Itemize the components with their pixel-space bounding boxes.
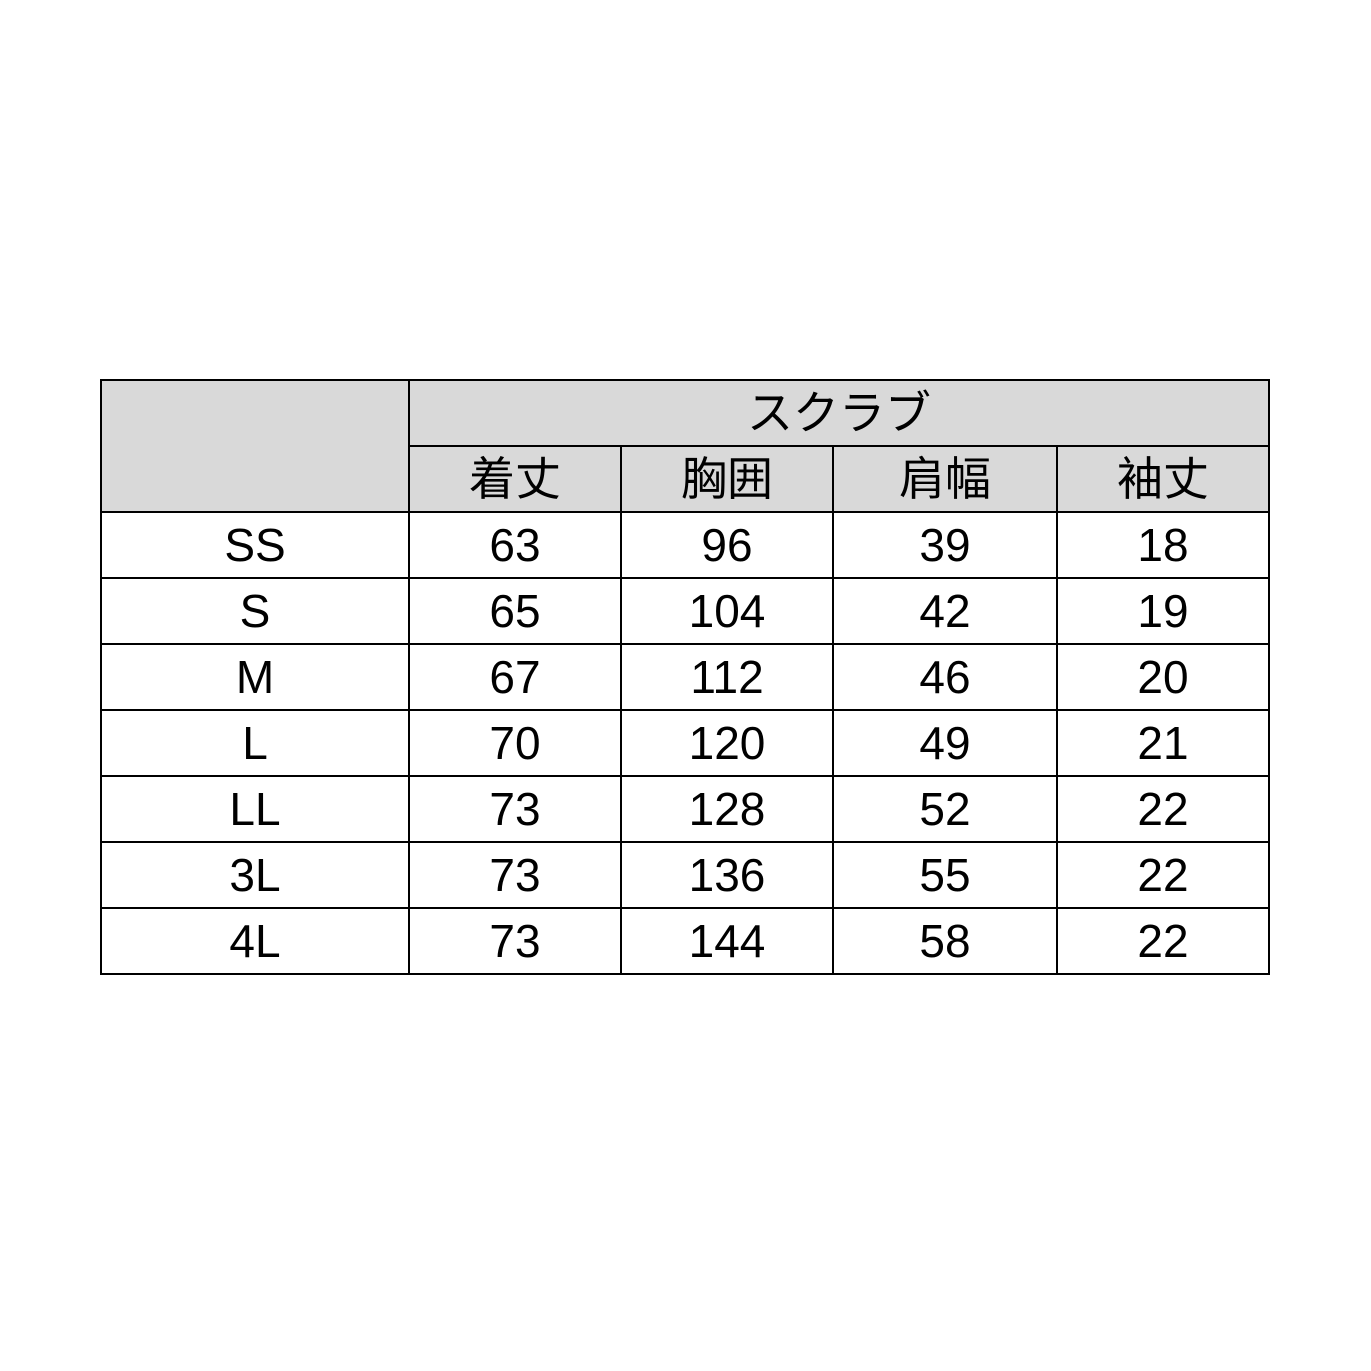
value-cell: 52 bbox=[832, 775, 1058, 843]
corner-cell bbox=[100, 379, 410, 513]
column-header: 着丈 bbox=[408, 445, 622, 513]
value-cell: 39 bbox=[832, 511, 1058, 579]
value-cell: 73 bbox=[408, 775, 622, 843]
column-header: 袖丈 bbox=[1056, 445, 1270, 513]
value-cell: 120 bbox=[620, 709, 834, 777]
size-cell: 3L bbox=[100, 841, 410, 909]
table-row: SS 63 96 39 18 bbox=[100, 511, 1270, 579]
value-cell: 73 bbox=[408, 841, 622, 909]
value-cell: 21 bbox=[1056, 709, 1270, 777]
value-cell: 58 bbox=[832, 907, 1058, 975]
column-header: 胸囲 bbox=[620, 445, 834, 513]
value-cell: 55 bbox=[832, 841, 1058, 909]
table-row: 4L 73 144 58 22 bbox=[100, 907, 1270, 975]
group-header: スクラブ bbox=[408, 379, 1270, 447]
table-row: M 67 112 46 20 bbox=[100, 643, 1270, 711]
value-cell: 22 bbox=[1056, 841, 1270, 909]
size-cell: 4L bbox=[100, 907, 410, 975]
header-row-group: スクラブ bbox=[100, 379, 1270, 513]
value-cell: 96 bbox=[620, 511, 834, 579]
size-chart-table: スクラブ 着丈 胸囲 肩幅 袖丈 SS 63 96 39 18 S 65 104 42 19 M 67… bbox=[100, 379, 1270, 975]
table-row: L 70 120 49 21 bbox=[100, 709, 1270, 777]
size-cell: L bbox=[100, 709, 410, 777]
value-cell: 46 bbox=[832, 643, 1058, 711]
value-cell: 136 bbox=[620, 841, 834, 909]
value-cell: 73 bbox=[408, 907, 622, 975]
value-cell: 128 bbox=[620, 775, 834, 843]
value-cell: 49 bbox=[832, 709, 1058, 777]
value-cell: 67 bbox=[408, 643, 622, 711]
value-cell: 63 bbox=[408, 511, 622, 579]
value-cell: 104 bbox=[620, 577, 834, 645]
table-row: LL 73 128 52 22 bbox=[100, 775, 1270, 843]
size-cell: M bbox=[100, 643, 410, 711]
value-cell: 19 bbox=[1056, 577, 1270, 645]
size-cell: SS bbox=[100, 511, 410, 579]
value-cell: 22 bbox=[1056, 907, 1270, 975]
value-cell: 70 bbox=[408, 709, 622, 777]
value-cell: 22 bbox=[1056, 775, 1270, 843]
value-cell: 65 bbox=[408, 577, 622, 645]
column-header: 肩幅 bbox=[832, 445, 1058, 513]
value-cell: 20 bbox=[1056, 643, 1270, 711]
size-cell: LL bbox=[100, 775, 410, 843]
size-cell: S bbox=[100, 577, 410, 645]
table-row: 3L 73 136 55 22 bbox=[100, 841, 1270, 909]
value-cell: 112 bbox=[620, 643, 834, 711]
table-row: S 65 104 42 19 bbox=[100, 577, 1270, 645]
value-cell: 18 bbox=[1056, 511, 1270, 579]
value-cell: 144 bbox=[620, 907, 834, 975]
header-row-columns: 着丈 胸囲 肩幅 袖丈 bbox=[101, 445, 1270, 513]
value-cell: 42 bbox=[832, 577, 1058, 645]
